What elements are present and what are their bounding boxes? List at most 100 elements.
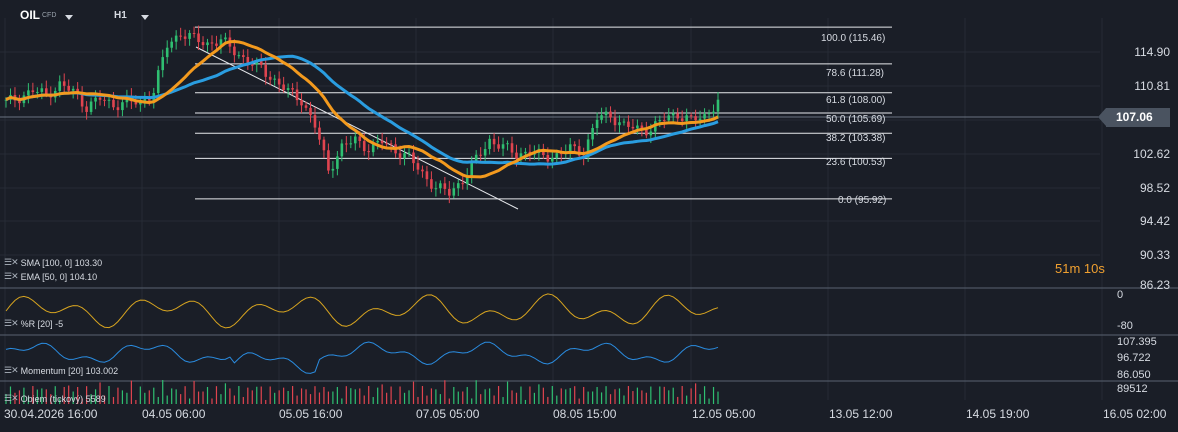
candle-body	[121, 102, 124, 111]
candle-body	[300, 100, 303, 106]
candle-body	[707, 113, 711, 115]
price-tick: 114.90	[1134, 45, 1170, 59]
volume-bar	[14, 392, 16, 404]
candle-body	[680, 118, 684, 122]
volume-bar	[63, 386, 65, 404]
volume-bar	[529, 386, 531, 404]
momentum-label: Momentum [20] 103.002	[20, 365, 119, 376]
price-tick: 98.52	[1139, 181, 1170, 195]
timeframe-selector[interactable]: H1	[114, 10, 127, 21]
volume-bar	[260, 386, 262, 404]
candle-body	[71, 88, 75, 91]
current-price-tag: 107.06	[1098, 108, 1170, 127]
volume-bar	[229, 388, 231, 404]
volume-bar	[296, 395, 298, 404]
settings-close-icon[interactable]: ☰✕	[4, 257, 19, 267]
volume-bar	[574, 386, 576, 404]
momentum-scale-mid: 96.722	[1117, 352, 1151, 364]
settings-close-icon[interactable]: ☰✕	[4, 365, 19, 375]
volume-bar	[359, 388, 361, 404]
candle-body	[98, 97, 102, 100]
candle-body	[689, 115, 693, 117]
ema-line	[5, 39, 719, 179]
indicator-wr[interactable]: ☰✕ %R [20] -5	[4, 318, 63, 329]
settings-close-icon[interactable]: ☰✕	[4, 318, 19, 328]
momentum-scale-top: 107.395	[1117, 336, 1157, 348]
candle-body	[618, 122, 621, 126]
candle-body	[555, 153, 559, 159]
volume-bar	[224, 383, 227, 404]
candle-body	[322, 139, 326, 151]
indicator-volume[interactable]: ☰✕ Objem (tickový) 5589	[4, 393, 106, 404]
volume-bar	[220, 394, 222, 404]
fib-label: 50.0 (105.69)	[826, 114, 886, 125]
volume-bar	[256, 386, 258, 404]
candle-body	[250, 64, 254, 66]
candle-body	[515, 152, 518, 159]
candle-body	[170, 41, 173, 48]
candle-body	[667, 115, 671, 121]
volume-bar	[717, 391, 719, 404]
candle-body	[542, 148, 545, 156]
symbol-selector[interactable]: OIL	[20, 8, 40, 22]
volume-bar	[5, 394, 7, 404]
volume-bar	[403, 392, 406, 404]
price-tick: 94.42	[1139, 214, 1170, 228]
candle-body	[551, 158, 554, 162]
fib-label: 0.0 (95.92)	[838, 195, 887, 206]
candle-body	[604, 111, 608, 116]
volume-bar	[502, 397, 504, 404]
volume-bar	[435, 389, 437, 404]
volume-bar	[650, 386, 652, 404]
volume-bar	[184, 386, 186, 404]
volume-bar	[439, 394, 441, 404]
volume-bar	[668, 390, 670, 404]
fib-label: 61.8 (108.00)	[826, 95, 886, 106]
volume-bar	[609, 394, 612, 404]
candle-body	[671, 113, 675, 116]
symbol-dropdown-icon[interactable]	[65, 15, 73, 20]
volume-bar	[81, 398, 83, 404]
settings-close-icon[interactable]: ☰✕	[4, 271, 19, 281]
volume-bar	[175, 389, 177, 404]
settings-close-icon[interactable]: ☰✕	[4, 393, 19, 403]
volume-bar	[269, 386, 271, 404]
volume-bar	[587, 391, 589, 404]
volume-bar	[466, 387, 468, 404]
candle-body	[510, 143, 514, 153]
candle-body	[703, 114, 706, 119]
volume-bar	[309, 394, 312, 404]
volume-bar	[153, 387, 155, 404]
candle-body	[62, 81, 66, 86]
candle-body	[662, 120, 666, 122]
timeframe-dropdown-icon[interactable]	[141, 15, 149, 20]
time-tick: 30.04.2026 16:00	[4, 407, 98, 421]
indicator-ema[interactable]: ☰✕ EMA [50, 0] 104.10	[4, 271, 97, 282]
candle-body	[246, 57, 250, 65]
time-tick: 16.05 02:00	[1103, 407, 1167, 421]
time-tick: 08.05 15:00	[553, 407, 617, 421]
candle-body	[31, 90, 35, 93]
candle-body	[107, 99, 111, 101]
candle-body	[4, 99, 8, 101]
candle-body	[488, 138, 491, 150]
volume-bar	[506, 381, 509, 404]
volume-bar	[112, 397, 115, 404]
volume-bar	[583, 386, 585, 404]
candle-body	[318, 127, 321, 140]
volume-bar	[72, 391, 74, 404]
volume-bar	[672, 387, 674, 404]
volume-bar	[489, 388, 491, 404]
candle-body	[134, 101, 138, 105]
candle-body	[577, 146, 581, 156]
volume-bar	[618, 388, 621, 404]
indicator-momentum[interactable]: ☰✕ Momentum [20] 103.002	[4, 365, 118, 376]
volume-bar	[600, 392, 603, 404]
indicator-sma[interactable]: ☰✕ SMA [100, 0] 103.30	[4, 257, 102, 268]
volume-bar	[475, 380, 477, 404]
candle-body	[259, 60, 263, 65]
volume-bar	[484, 389, 486, 404]
wr-line	[5, 293, 719, 329]
